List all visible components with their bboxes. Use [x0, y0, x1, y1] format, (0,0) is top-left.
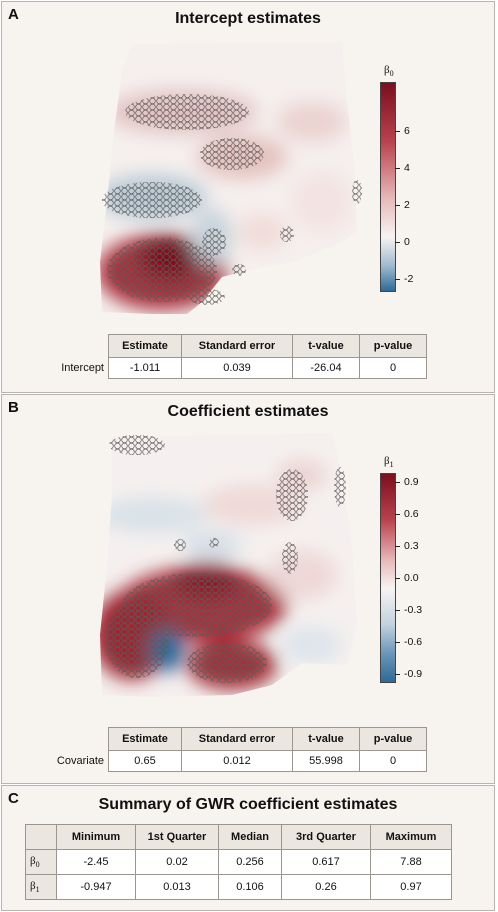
panel-intercept: A Intercept estimates	[1, 1, 495, 393]
table-cell: -2.45	[56, 849, 136, 875]
col-header: Standard error	[181, 334, 293, 358]
coefficient-colorbar: β1 0.9 0.6 0.3 0.0 -0.3 -0.6 -0.9	[380, 455, 460, 695]
panel-summary: C Summary of GWR coefficient estimates M…	[1, 785, 495, 911]
colorbar-tick: 2	[404, 199, 410, 211]
coefficient-surface-map	[100, 433, 357, 697]
colorbar-tick: -2	[404, 273, 414, 285]
significance-outline-overlay	[105, 435, 346, 683]
significance-outline-overlay	[102, 94, 362, 305]
table-cell: -1.011	[108, 357, 182, 379]
colorbar-tick: 6	[404, 125, 410, 137]
col-header: 1st Quarter	[135, 824, 219, 850]
col-header: Minimum	[56, 824, 136, 850]
table-cell: 0.26	[281, 874, 371, 900]
summary-table: Minimum 1st Quarter Median 3rd Quarter M…	[25, 824, 452, 900]
table-cell: 0.039	[181, 357, 293, 379]
colorbar-tick: 0.6	[404, 508, 419, 520]
col-header: Estimate	[108, 727, 182, 751]
table-cell: 0.617	[281, 849, 371, 875]
col-header: Standard error	[181, 727, 293, 751]
table-cell: 0.65	[108, 750, 182, 772]
colorbar-tick: -0.9	[404, 668, 423, 680]
col-header: t-value	[292, 334, 360, 358]
col-header: Median	[218, 824, 282, 850]
table-cell: 0.256	[218, 849, 282, 875]
row-label: Covariate	[56, 755, 104, 767]
col-header: Estimate	[108, 334, 182, 358]
table-row: Intercept -1.011 0.039 -26.04 0	[40, 357, 427, 379]
col-header: 3rd Quarter	[281, 824, 371, 850]
row-label: Intercept	[61, 362, 104, 374]
colorbar-tick: -0.6	[404, 636, 423, 648]
table-cell: -0.947	[56, 874, 136, 900]
col-header: Maximum	[370, 824, 452, 850]
table-cell: 0.106	[218, 874, 282, 900]
panel-title: Summary of GWR coefficient estimates	[98, 796, 398, 813]
col-header: p-value	[359, 727, 427, 751]
table-row: β1 -0.947 0.013 0.106 0.26 0.97	[25, 874, 452, 900]
table-cell: 0.02	[135, 849, 219, 875]
panel-letter: B	[8, 399, 19, 416]
colorbar-gradient	[380, 82, 396, 292]
panel-letter: C	[8, 790, 19, 807]
intercept-estimate-table: Estimate Standard error t-value p-value …	[40, 334, 427, 379]
table-row: β0 -2.45 0.02 0.256 0.617 7.88	[25, 849, 452, 875]
table-cell: 7.88	[370, 849, 452, 875]
colorbar-tick: 0.9	[404, 476, 419, 488]
panel-coefficient: B Coefficient estimates	[1, 394, 495, 784]
colorbar-tick: 4	[404, 162, 410, 174]
table-cell: -26.04	[292, 357, 360, 379]
table-row: Covariate 0.65 0.012 55.998 0	[40, 750, 427, 772]
colorbar-tick: -0.3	[404, 604, 423, 616]
panel-title: Intercept estimates	[175, 10, 321, 27]
colorbar-tick: 0	[404, 236, 410, 248]
intercept-surface-map	[100, 42, 362, 314]
panel-title: Coefficient estimates	[167, 403, 329, 420]
colorbar-gradient	[380, 473, 396, 683]
colorbar-tick: 0.0	[404, 572, 419, 584]
table-cell: 0	[359, 750, 427, 772]
col-header: t-value	[292, 727, 360, 751]
table-cell: 55.998	[292, 750, 360, 772]
colorbar-tick: 0.3	[404, 540, 419, 552]
table-cell: 0	[359, 357, 427, 379]
coefficient-estimate-table: Estimate Standard error t-value p-value …	[40, 727, 427, 772]
col-header: p-value	[359, 334, 427, 358]
row-label: β0	[25, 849, 57, 875]
table-cell: 0.97	[370, 874, 452, 900]
colorbar-title: β0	[384, 64, 394, 79]
intercept-colorbar: β0 6 4 2 0 -2	[380, 64, 460, 304]
row-label: β1	[25, 874, 57, 900]
table-cell: 0.012	[181, 750, 293, 772]
colorbar-title: β1	[384, 455, 394, 470]
panel-letter: A	[8, 6, 19, 23]
table-cell: 0.013	[135, 874, 219, 900]
